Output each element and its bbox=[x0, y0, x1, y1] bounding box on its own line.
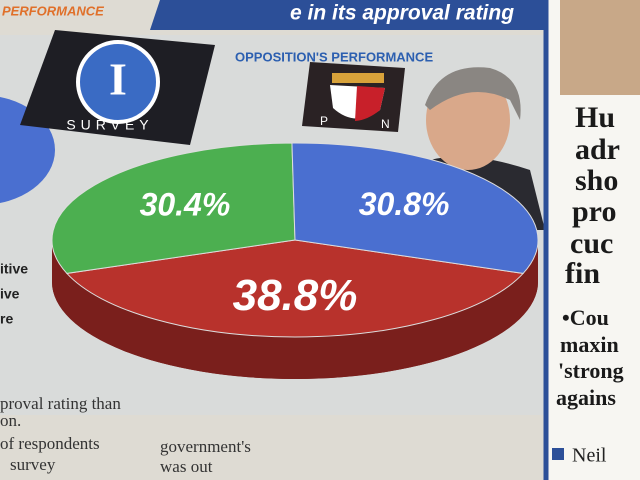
headline: fin bbox=[565, 257, 600, 290]
body-text: proval rating than bbox=[0, 394, 121, 413]
headline: sho bbox=[575, 164, 618, 197]
body-text: was out bbox=[160, 457, 213, 476]
chart-subtitle: OPPOSITION'S PERFORMANCE bbox=[235, 49, 433, 64]
headline: cuc bbox=[570, 227, 613, 260]
logo-p: P bbox=[320, 114, 328, 128]
title-band bbox=[150, 0, 565, 30]
photo bbox=[560, 0, 640, 95]
column-text: ive bbox=[0, 286, 20, 302]
bullet-text: •Cou bbox=[562, 305, 609, 330]
chart-title: e in its approval rating bbox=[290, 2, 514, 25]
logo-word: SURVEY bbox=[66, 117, 153, 133]
bullet-text: maxin bbox=[560, 332, 619, 357]
headline: pro bbox=[572, 195, 616, 228]
section-label: PERFORMANCE bbox=[2, 3, 104, 18]
byline-marker bbox=[552, 448, 564, 460]
headline: Hu bbox=[575, 101, 615, 134]
pn-logo: P N bbox=[302, 62, 405, 132]
body-text: of respondents bbox=[0, 434, 100, 453]
bullet-text: 'strong bbox=[558, 358, 624, 383]
body-text: government's bbox=[160, 437, 251, 456]
pie-chart: 38.8% 30.4% 30.8% bbox=[51, 142, 539, 379]
column-text: re bbox=[0, 311, 13, 327]
logo-n: N bbox=[381, 117, 390, 131]
pie-slice bbox=[51, 142, 296, 274]
body-text: on. bbox=[0, 411, 21, 430]
bullet-text: agains bbox=[556, 385, 616, 410]
logo-letter: I bbox=[109, 54, 127, 105]
slice-label: 38.8% bbox=[233, 271, 358, 320]
pie-slice bbox=[65, 239, 525, 338]
slice-label: 30.4% bbox=[140, 186, 231, 222]
column-text: itive bbox=[0, 261, 28, 277]
body-text: survey bbox=[10, 455, 56, 474]
byline: Neil bbox=[572, 445, 607, 467]
pie-slice bbox=[291, 142, 539, 274]
slice-label: 30.8% bbox=[359, 186, 450, 222]
survey-logo: I SURVEY bbox=[20, 30, 215, 145]
headline: adr bbox=[575, 133, 620, 166]
